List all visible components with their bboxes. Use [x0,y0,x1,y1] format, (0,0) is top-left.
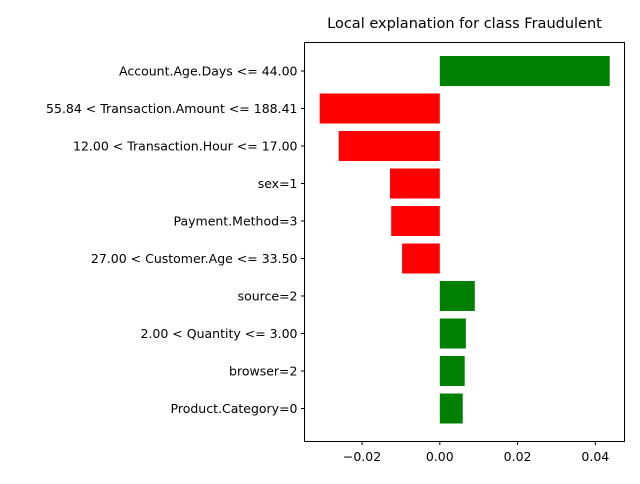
x-ticks: −0.02 0.00 0.02 0.04 [343,441,609,464]
bar-browser-2 [439,356,465,386]
bar-2-00-quantity-3-00 [439,318,466,349]
bar-source-2 [439,281,475,311]
y-tick-labels: Account.Age.Days <= 44.00 55.84 < Transac… [46,64,305,416]
x-tick-label: 0.00 [426,449,454,464]
x-tick-label: 0.02 [504,449,532,464]
bars-group [319,56,610,424]
y-tick-label: 27.00 < Customer.Age <= 33.50 [91,251,298,266]
y-tick-label: Account.Age.Days <= 44.00 [119,64,298,79]
x-tick-label: −0.02 [343,449,381,464]
x-tick-label: 0.04 [581,449,609,464]
y-tick-label: 55.84 < Transaction.Amount <= 188.41 [46,101,297,116]
bar-55-84-transaction-amount-188-41 [319,93,440,124]
y-tick-label: Payment.Method=3 [173,214,297,229]
y-tick-label: sex=1 [258,176,298,191]
plot-frame [304,42,625,442]
bar-payment-method-3 [391,206,440,236]
y-tick-label: 2.00 < Quantity <= 3.00 [141,326,298,341]
bar-12-00-transaction-hour-17-00 [338,131,440,161]
y-tick-label: Product.Category=0 [171,401,298,416]
bar-account-age-days-44-00 [439,56,610,86]
y-tick-label: 12.00 < Transaction.Hour <= 17.00 [73,139,298,154]
bar-27-00-customer-age-33-50 [402,243,440,274]
y-tick-label: browser=2 [229,364,297,379]
y-tick-label: source=2 [238,289,298,304]
bar-sex-1 [390,168,440,199]
bar-product-category-0 [439,393,463,424]
chart-title: Local explanation for class Fraudulent [327,16,602,32]
